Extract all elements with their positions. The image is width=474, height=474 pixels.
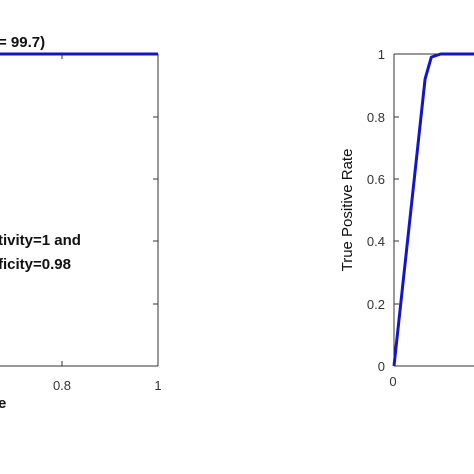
right-axes-box: [393, 53, 474, 367]
right-ytick-label-0.8: 0.8: [367, 110, 385, 125]
left-chart-title: = 99.7): [0, 34, 45, 51]
left-axes-box: [0, 53, 159, 367]
left-annotation-line2: ficity=0.98: [0, 256, 71, 273]
left-x-axis-label: e: [0, 395, 6, 412]
right-ytick-label-0.2: 0.2: [367, 297, 385, 312]
right-ytick-label-0.6: 0.6: [367, 172, 385, 187]
right-ytick-label-0.4: 0.4: [367, 234, 385, 249]
left-xtick-label-0.8: 0.8: [53, 378, 71, 393]
left-annotation-line1: tivity=1 and: [0, 232, 81, 249]
right-ytick-label-1: 1: [378, 47, 385, 62]
right-y-axis-label: True Positive Rate: [339, 149, 356, 272]
left-roc-panel: = 99.7) 0.8 1 e tivity=1 and ficity=0.98: [0, 34, 162, 412]
left-xtick-label-1: 1: [154, 378, 161, 393]
right-ytick-label-0: 0: [378, 359, 385, 374]
right-roc-curve: [392, 52, 474, 367]
right-roc-panel: 1 0.8 0.6 0.4 0.2 0 0 True Positive Rate: [339, 47, 474, 389]
right-xtick-label-0: 0: [389, 374, 396, 389]
